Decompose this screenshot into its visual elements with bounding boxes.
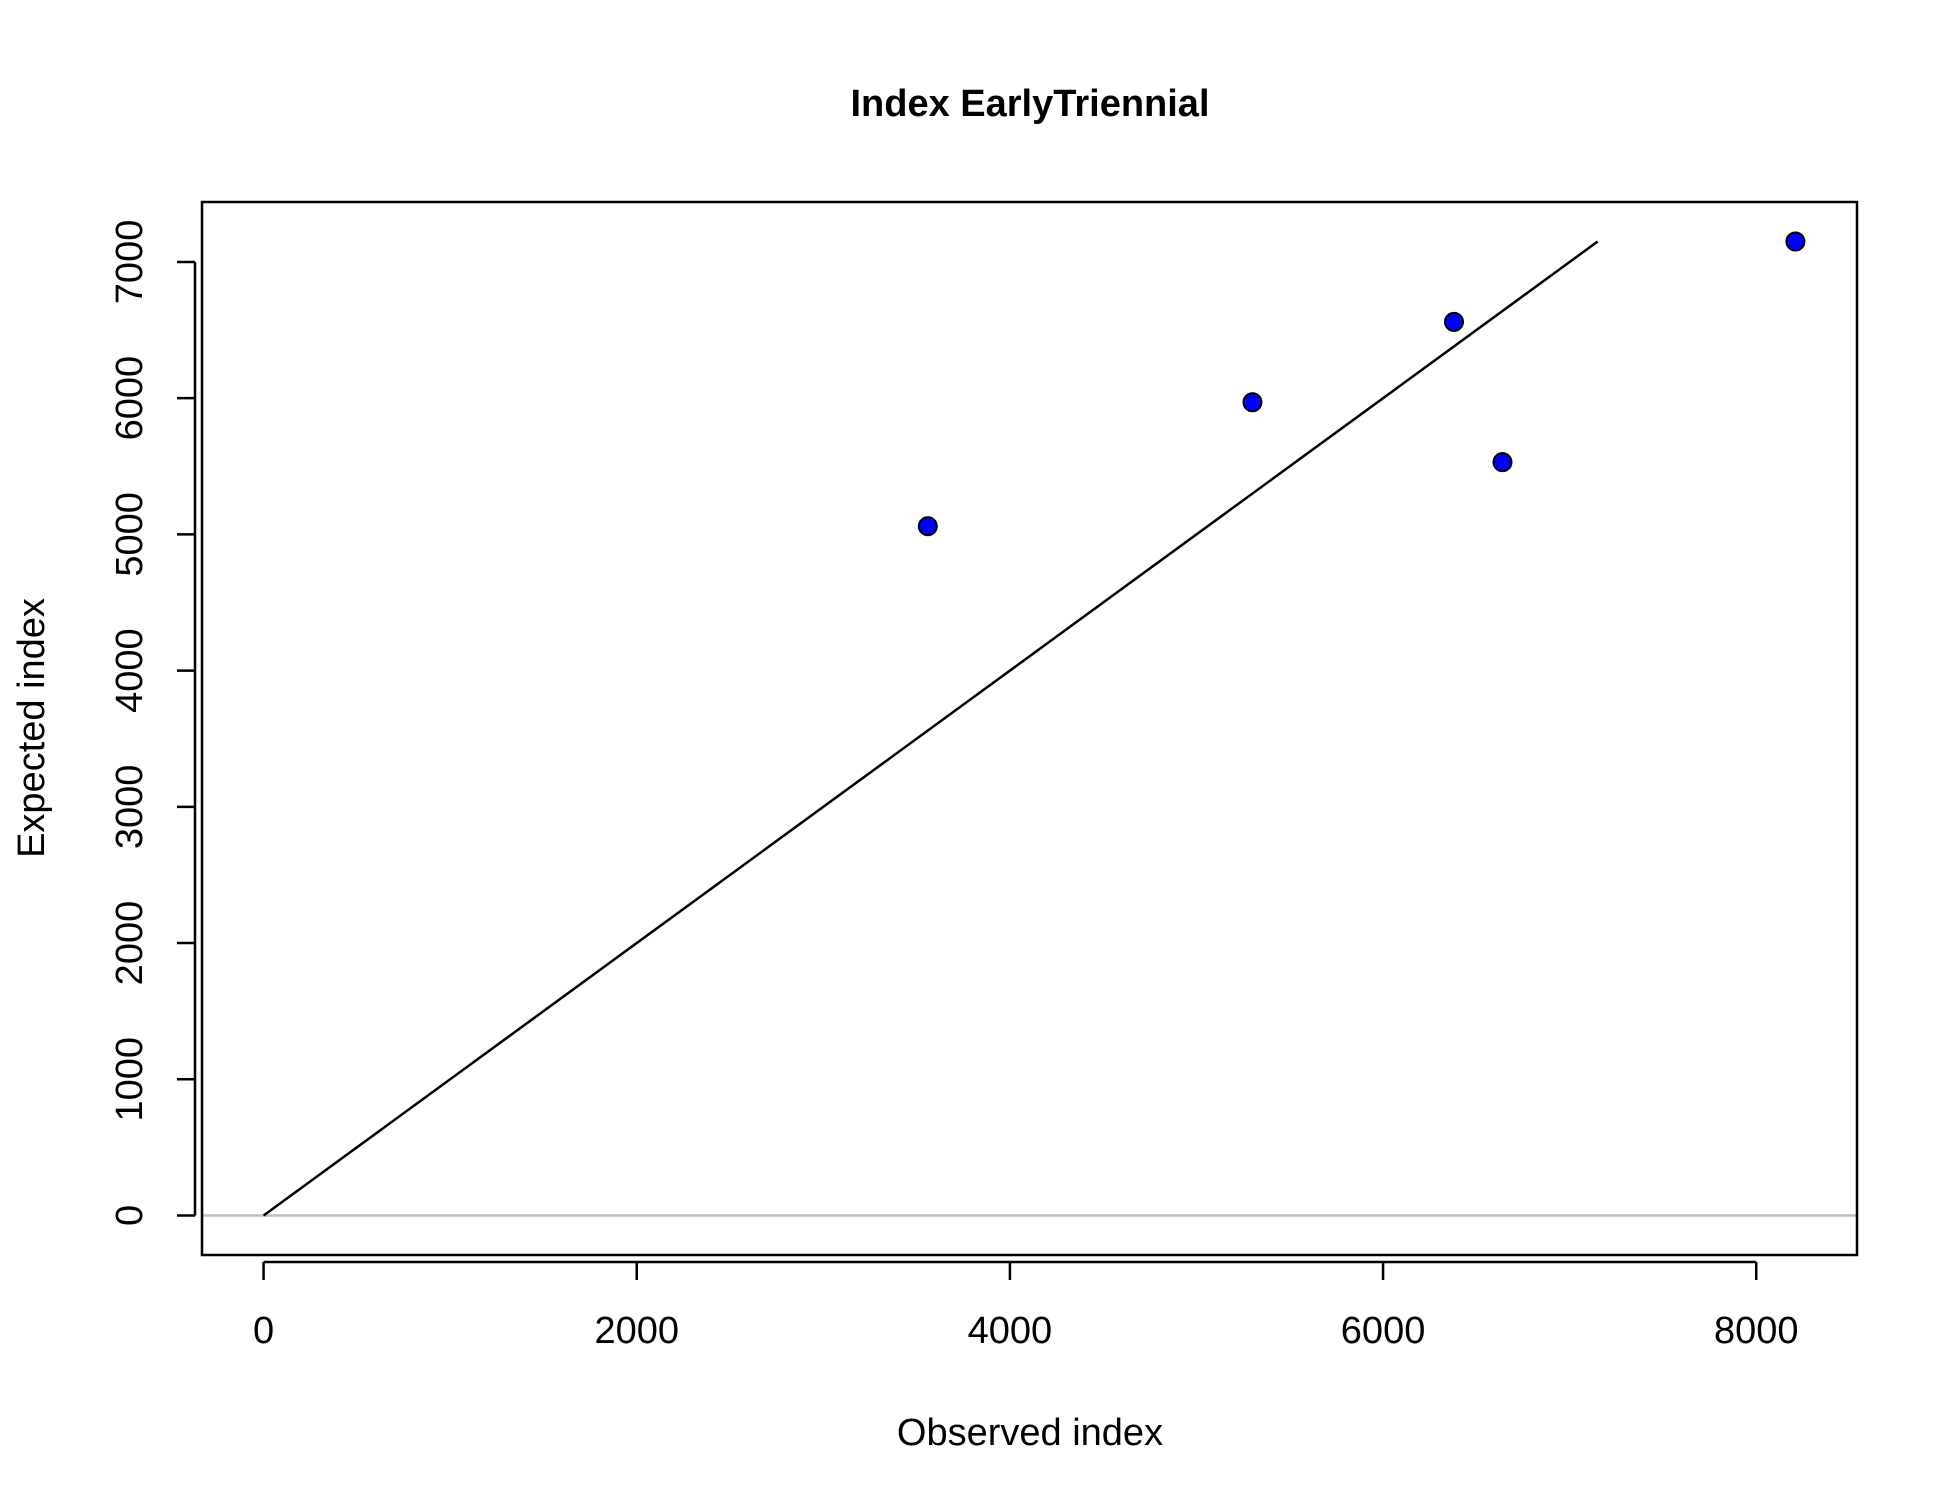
chart-title: Index EarlyTriennial [850, 83, 1209, 125]
data-point [917, 516, 938, 537]
x-tick-label: 6000 [1341, 1310, 1426, 1352]
data-point [1443, 311, 1464, 332]
y-tick-label: 6000 [109, 356, 151, 441]
y-tick-label: 5000 [109, 492, 151, 577]
reference-line [262, 240, 1599, 1217]
y-tick-label: 3000 [109, 765, 151, 850]
plot-frame [200, 200, 1859, 1257]
y-tick-label: 1000 [109, 1037, 151, 1122]
data-point [1242, 392, 1263, 413]
y-tick-label: 7000 [109, 220, 151, 305]
x-tick-label: 8000 [1714, 1310, 1799, 1352]
y-tick-label: 2000 [109, 901, 151, 986]
data-point [1492, 452, 1513, 473]
y-tick-label: 4000 [109, 628, 151, 713]
data-point [1785, 231, 1806, 252]
x-axis-label: Observed index [897, 1412, 1163, 1454]
x-tick-label: 0 [253, 1310, 274, 1352]
x-axis: 0 2000 4000 6000 8000 [253, 1260, 1799, 1352]
x-tick-label: 4000 [968, 1310, 1053, 1352]
y-axis-label: Expected index [11, 598, 53, 858]
y-axis: 0 1000 2000 3000 4000 5000 6000 7000 [109, 220, 197, 1226]
x-tick-label: 2000 [594, 1310, 679, 1352]
plot-area [202, 231, 1857, 1217]
y-tick-label: 0 [109, 1205, 151, 1226]
